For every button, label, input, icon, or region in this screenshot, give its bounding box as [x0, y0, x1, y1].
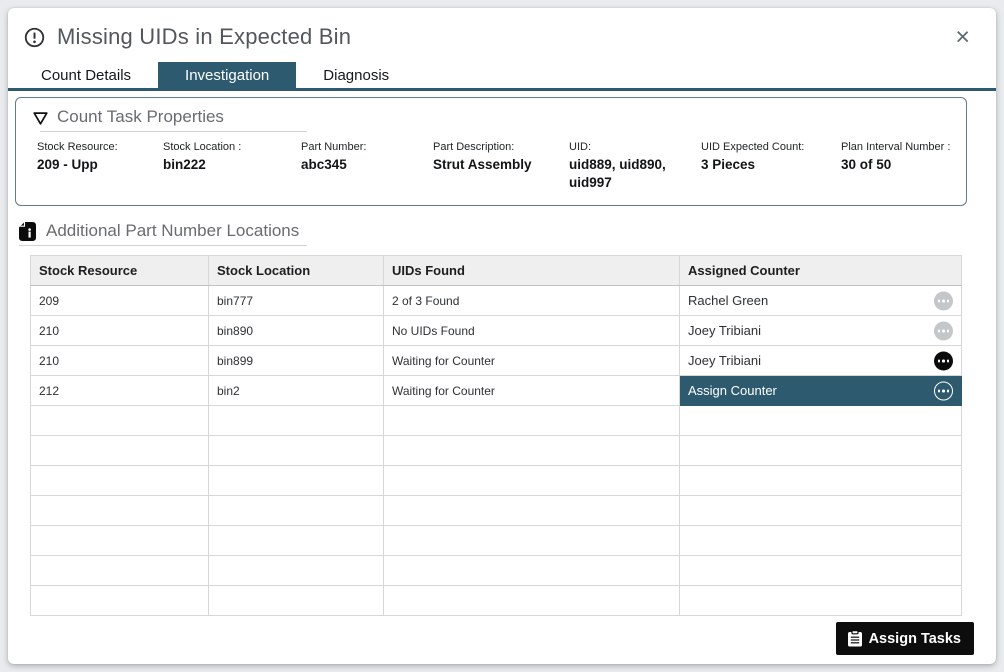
tab-investigation[interactable]: Investigation [158, 62, 297, 88]
assigned-counter-cell[interactable]: Assign Counter [679, 375, 962, 407]
panel-header: Count Task Properties [30, 107, 952, 127]
close-icon[interactable]: × [949, 25, 976, 50]
field-part-number: Part Number: abc345 [301, 141, 367, 172]
empty-cell [208, 555, 384, 587]
assigned-counter-name: Joey Tribiani [688, 353, 761, 369]
table-row-empty [30, 405, 962, 437]
column-header-assigned-counter[interactable]: Assigned Counter [679, 255, 962, 287]
empty-cell [30, 435, 209, 467]
empty-cell [30, 495, 209, 527]
column-header-stock-location[interactable]: Stock Location [208, 255, 384, 287]
table-row: 212 bin2 Waiting for Counter Assign Counter [30, 375, 962, 407]
properties-fields: Stock Resource: 209 - Upp Stock Location… [30, 141, 952, 192]
row-actions-ellipsis-icon[interactable] [934, 381, 953, 401]
empty-cell [679, 405, 962, 437]
empty-cell [30, 585, 209, 617]
stock-location-cell[interactable]: bin899 [208, 345, 384, 377]
empty-cell [208, 465, 384, 497]
row-actions-ellipsis-icon[interactable] [934, 321, 953, 341]
field-uid-expected-count: UID Expected Count: 3 Pieces [701, 141, 805, 172]
collapse-triangle-icon[interactable] [33, 111, 48, 125]
table-row-empty [30, 555, 962, 587]
tab-count-details[interactable]: Count Details [14, 62, 158, 88]
table-row-empty [30, 495, 962, 527]
empty-cell [679, 525, 962, 557]
empty-cell [383, 465, 680, 497]
tab-bar: Count Details Investigation Diagnosis [8, 62, 996, 91]
uids-found-cell[interactable]: Waiting for Counter [383, 375, 680, 407]
uids-found-cell[interactable]: 2 of 3 Found [383, 285, 680, 317]
assigned-counter-name: Rachel Green [688, 293, 769, 309]
empty-cell [383, 555, 680, 587]
assigned-counter-cell[interactable]: Joey Tribiani [679, 345, 962, 377]
clipboard-icon [847, 630, 862, 647]
assigned-counter-cell[interactable]: Joey Tribiani [679, 315, 962, 347]
stock-location-cell[interactable]: bin777 [208, 285, 384, 317]
empty-cell [383, 405, 680, 437]
table-row: 210 bin890 No UIDs Found Joey Tribiani [30, 315, 962, 347]
empty-cell [208, 585, 384, 617]
empty-cell [679, 465, 962, 497]
panel-title-underline [40, 131, 307, 132]
column-header-uids-found[interactable]: UIDs Found [383, 255, 680, 287]
document-info-icon [19, 221, 36, 241]
empty-cell [679, 585, 962, 617]
locations-section-title: Additional Part Number Locations [46, 221, 300, 241]
table-row-empty [30, 585, 962, 617]
table-row-empty [30, 465, 962, 497]
locations-section-header: Additional Part Number Locations [19, 221, 996, 241]
empty-cell [30, 465, 209, 497]
field-plan-interval-number: Plan Interval Number : 30 of 50 [841, 141, 951, 172]
uids-found-cell[interactable]: Waiting for Counter [383, 345, 680, 377]
table-header-row: Stock Resource Stock Location UIDs Found… [30, 255, 962, 287]
row-actions-ellipsis-icon[interactable] [934, 351, 953, 371]
locations-table: Stock Resource Stock Location UIDs Found… [30, 255, 962, 617]
stock-resource-cell[interactable]: 212 [30, 375, 209, 407]
assign-tasks-button[interactable]: Assign Tasks [835, 622, 974, 655]
uids-found-cell[interactable]: No UIDs Found [383, 315, 680, 347]
empty-cell [208, 495, 384, 527]
table-row-empty [30, 525, 962, 557]
missing-uids-dialog: Missing UIDs in Expected Bin × Count Det… [8, 8, 996, 664]
empty-cell [208, 435, 384, 467]
table-row: 209 bin777 2 of 3 Found Rachel Green [30, 285, 962, 317]
field-uid: UID: uid889, uid890, uid997 [569, 141, 666, 191]
panel-title: Count Task Properties [57, 107, 224, 126]
empty-cell [679, 435, 962, 467]
assigned-counter-name: Assign Counter [688, 383, 777, 399]
dialog-header: Missing UIDs in Expected Bin × [8, 8, 996, 60]
locations-title-underline [19, 245, 307, 247]
empty-cell [383, 585, 680, 617]
tab-diagnosis[interactable]: Diagnosis [296, 62, 416, 88]
alert-circle-icon [24, 27, 45, 47]
empty-cell [30, 525, 209, 557]
table-row: 210 bin899 Waiting for Counter Joey Tribian… [30, 345, 962, 377]
locations-table-wrap: Stock Resource Stock Location UIDs Found… [30, 255, 996, 617]
assigned-counter-cell[interactable]: Rachel Green [679, 285, 962, 317]
table-row-empty [30, 435, 962, 467]
stock-resource-cell[interactable]: 210 [30, 315, 209, 347]
field-part-description: Part Description: Strut Assembly [433, 141, 532, 172]
row-actions-ellipsis-icon[interactable] [934, 291, 953, 311]
field-stock-location: Stock Location : bin222 [163, 141, 242, 172]
empty-cell [679, 555, 962, 587]
empty-cell [30, 405, 209, 437]
empty-cell [679, 495, 962, 527]
count-task-properties-panel: Count Task Properties Stock Resource: 20… [15, 97, 967, 207]
assign-tasks-label: Assign Tasks [868, 630, 961, 647]
empty-cell [383, 495, 680, 527]
empty-cell [208, 525, 384, 557]
column-header-stock-resource[interactable]: Stock Resource [30, 255, 209, 287]
dialog-title: Missing UIDs in Expected Bin [57, 24, 352, 49]
stock-location-cell[interactable]: bin890 [208, 315, 384, 347]
empty-cell [208, 405, 384, 437]
assigned-counter-name: Joey Tribiani [688, 323, 761, 339]
field-stock-resource: Stock Resource: 209 - Upp [37, 141, 118, 172]
stock-resource-cell[interactable]: 210 [30, 345, 209, 377]
empty-cell [383, 435, 680, 467]
empty-cell [30, 555, 209, 587]
stock-location-cell[interactable]: bin2 [208, 375, 384, 407]
stock-resource-cell[interactable]: 209 [30, 285, 209, 317]
empty-cell [383, 525, 680, 557]
